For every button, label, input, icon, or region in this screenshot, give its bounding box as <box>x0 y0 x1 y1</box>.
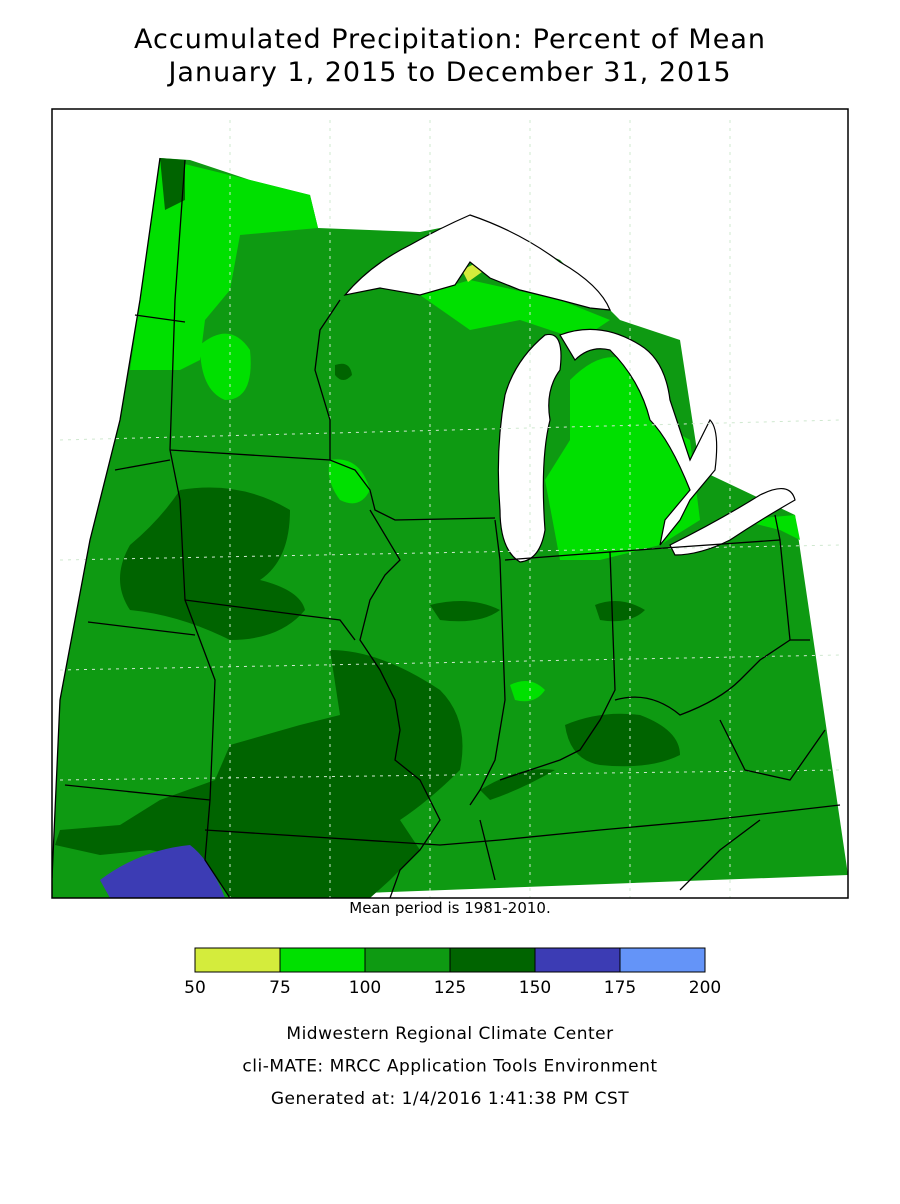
map <box>51 108 849 899</box>
state-boundaries <box>52 157 841 898</box>
footer-line: Midwestern Regional Climate Center <box>286 1024 613 1044</box>
mean-period-note: Mean period is 1981-2010. <box>349 899 550 917</box>
footer-line: Generated at: 1/4/2016 1:41:38 PM CST <box>271 1089 629 1109</box>
map-frame <box>51 108 849 899</box>
legend-tick-label: 100 <box>349 978 381 998</box>
precip-base <box>52 158 848 898</box>
legend-swatch <box>279 947 366 973</box>
legend-swatch <box>194 947 281 973</box>
lakes <box>343 214 796 563</box>
precip-dark <box>55 158 680 898</box>
footer-line: cli-MATE: MRCC Application Tools Environ… <box>242 1057 657 1077</box>
legend-swatch <box>364 947 451 973</box>
legend-tick-label: 175 <box>604 978 636 998</box>
subtitle: January 1, 2015 to December 31, 2015 <box>166 57 731 88</box>
legend-tick-label: 75 <box>269 978 291 998</box>
legend-swatch <box>534 947 621 973</box>
title: Accumulated Precipitation: Percent of Me… <box>134 24 766 55</box>
legend: 50 75 100 125 150 175 200 <box>184 947 721 998</box>
footer: Midwestern Regional Climate Center cli-MA… <box>242 1024 657 1109</box>
legend-tick-label: 50 <box>184 978 206 998</box>
legend-swatch <box>449 947 536 973</box>
precip-very-wet <box>100 845 225 898</box>
legend-tick-label: 200 <box>689 978 721 998</box>
legend-tick-label: 125 <box>434 978 466 998</box>
legend-swatch <box>619 947 706 973</box>
legend-tick-label: 150 <box>519 978 551 998</box>
